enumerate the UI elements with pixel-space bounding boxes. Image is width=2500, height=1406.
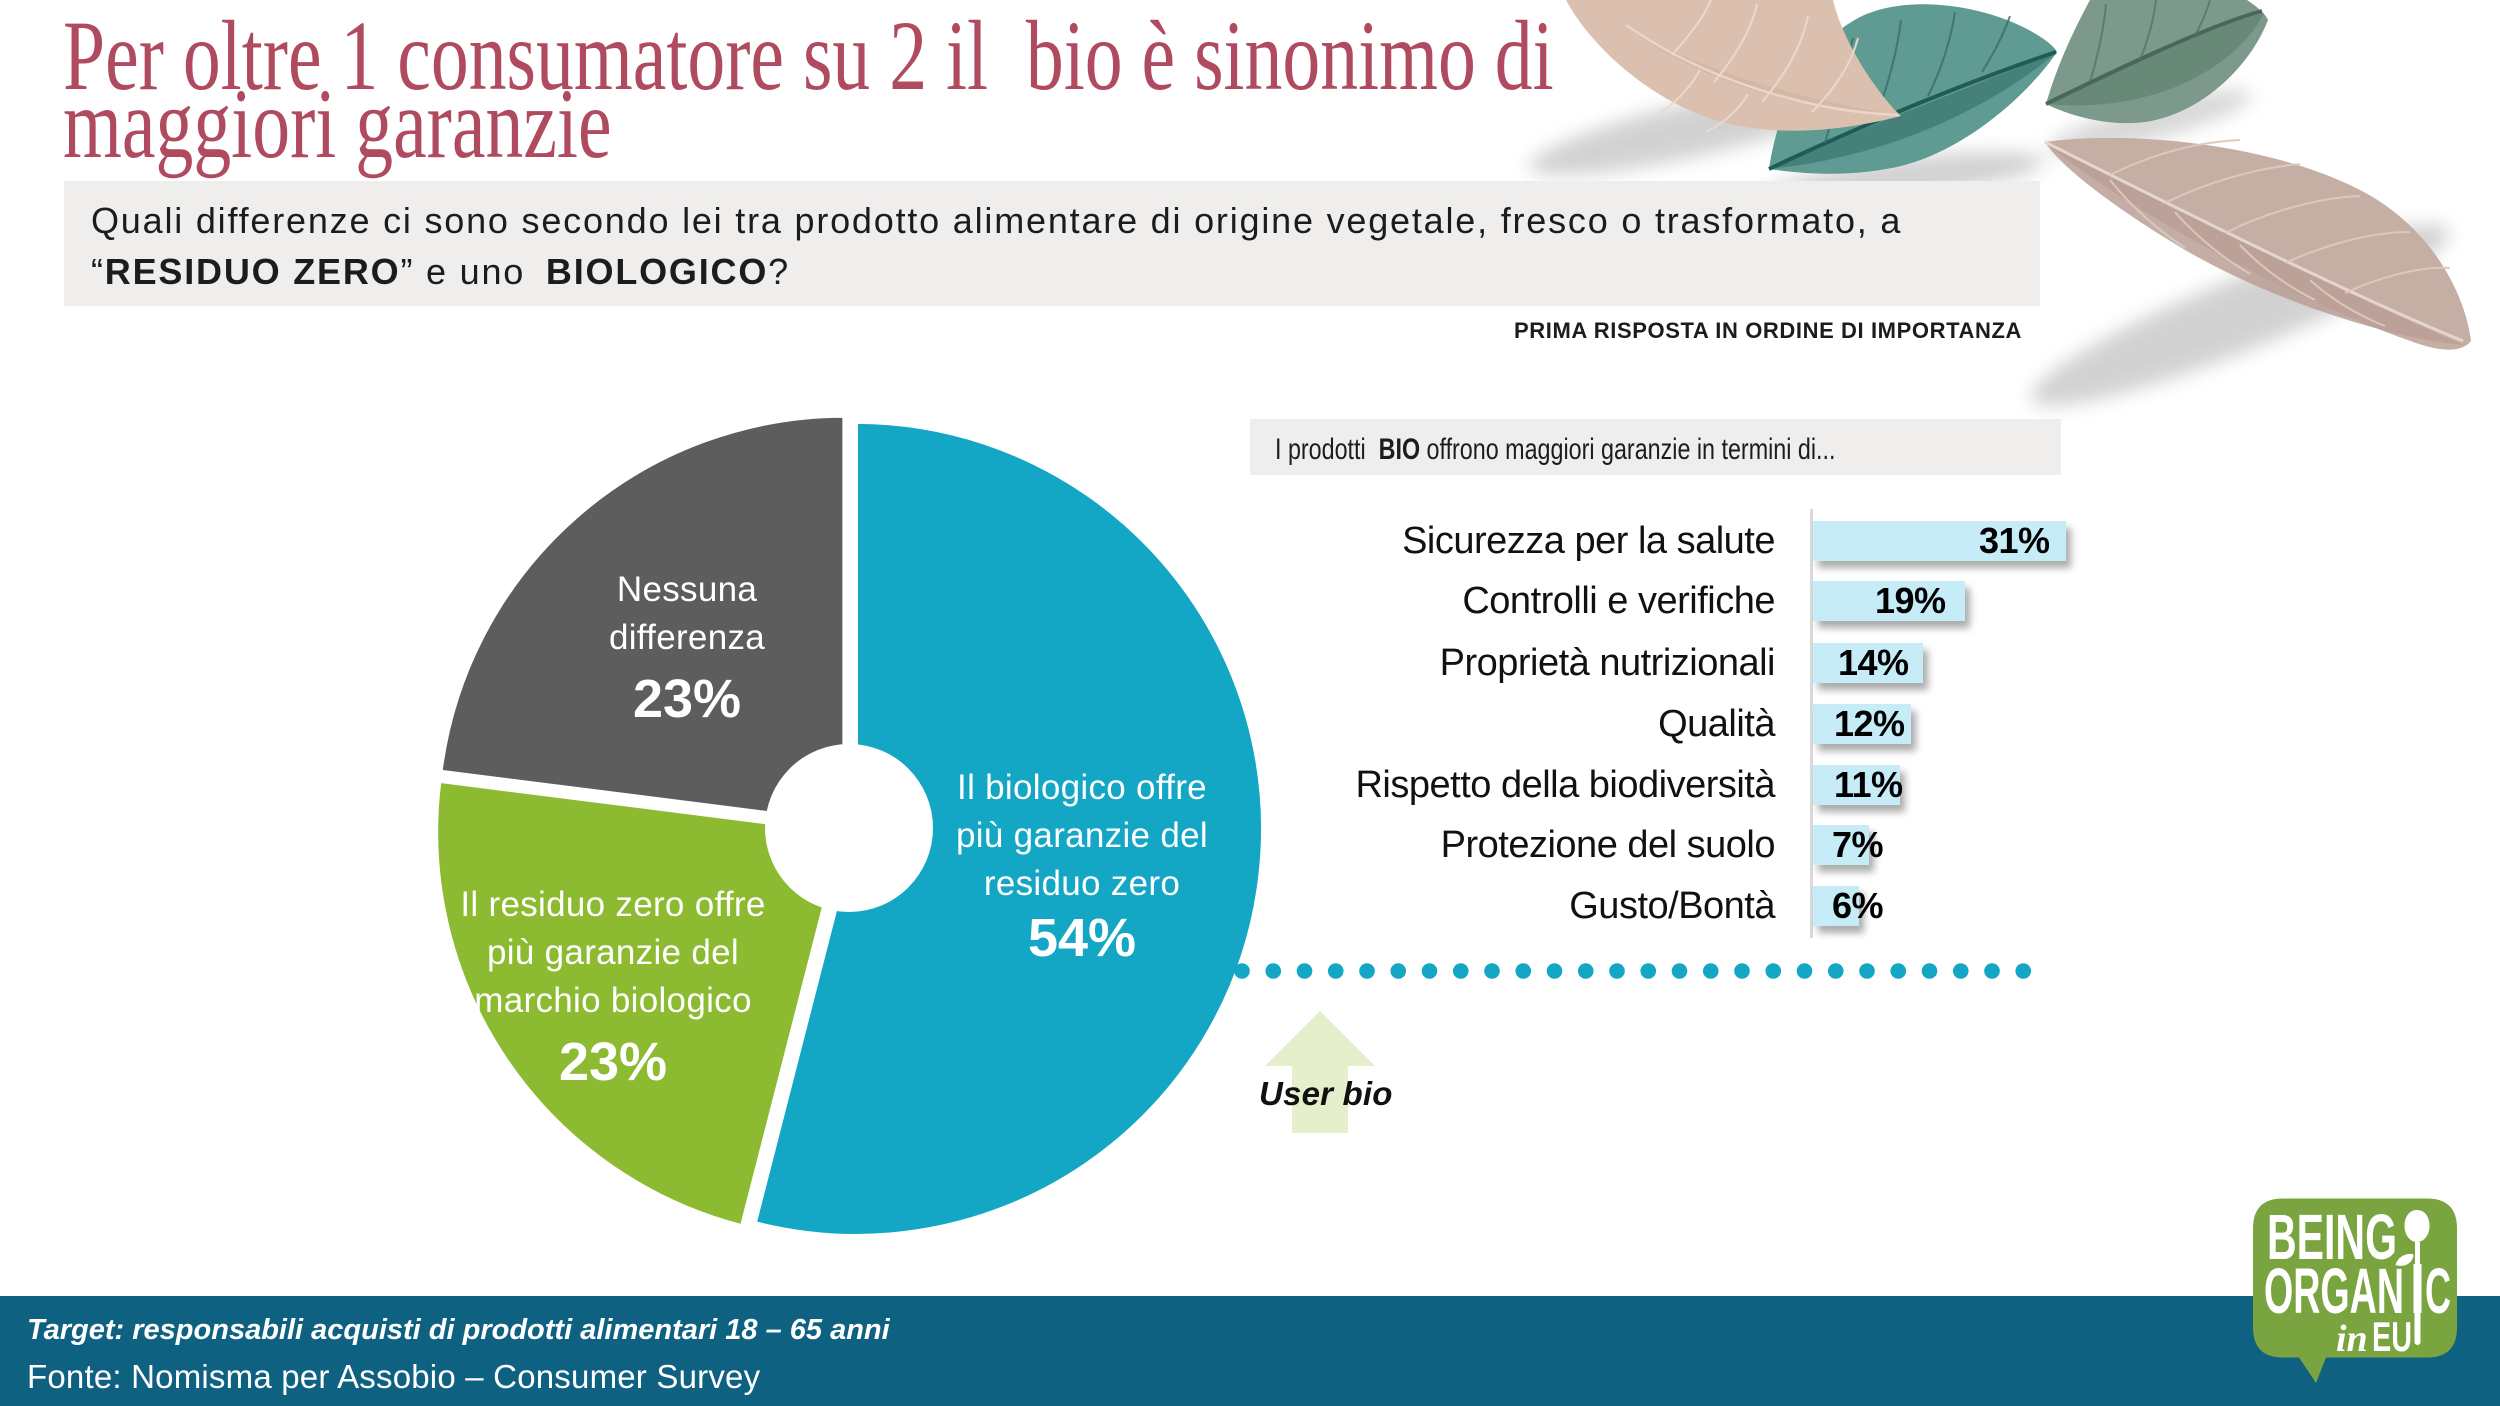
- svg-text:in: in: [2336, 1318, 2368, 1360]
- svg-text:EU: EU: [2372, 1313, 2412, 1360]
- svg-text:C: C: [2425, 1255, 2451, 1327]
- svg-text:BEING: BEING: [2267, 1201, 2397, 1273]
- svg-text:ORGAN: ORGAN: [2264, 1255, 2404, 1327]
